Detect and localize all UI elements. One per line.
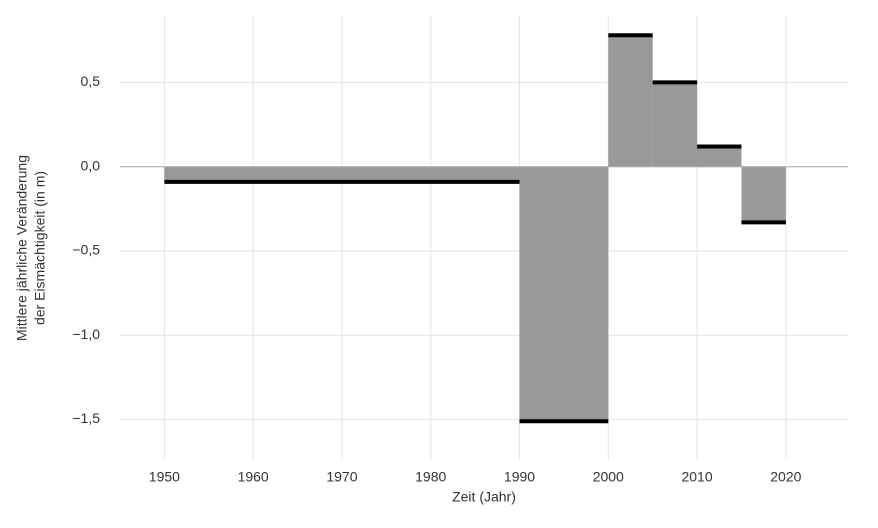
bar: [697, 146, 742, 167]
bar: [652, 82, 698, 167]
bar: [519, 166, 609, 422]
x-tick-label: 2020: [770, 469, 801, 485]
y-tick-label: 0,0: [81, 157, 101, 173]
bar: [164, 166, 520, 182]
x-tick-label: 1980: [415, 469, 446, 485]
y-tick-label: 0,5: [81, 73, 101, 89]
y-tick-label: −1,0: [72, 326, 100, 342]
y-axis-label: der Eismächtigkeit (in m): [32, 171, 48, 325]
x-axis-label: Zeit (Jahr): [452, 489, 516, 505]
x-tick-label: 2000: [593, 469, 624, 485]
x-tick-label: 1990: [504, 469, 535, 485]
y-tick-label: −0,5: [72, 242, 100, 258]
x-tick-label: 2010: [681, 469, 712, 485]
bar: [741, 166, 786, 223]
x-tick-label: 1950: [149, 469, 180, 485]
y-tick-label: −1,5: [72, 410, 100, 426]
bar: [608, 35, 653, 167]
x-tick-label: 1960: [238, 469, 269, 485]
y-axis-label: Mittlere jährliche Veränderung: [14, 155, 30, 341]
x-tick-label: 1970: [326, 469, 357, 485]
